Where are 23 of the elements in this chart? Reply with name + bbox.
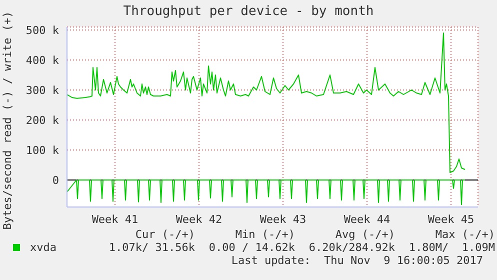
y-tick-label: 400 k (26, 54, 60, 67)
text: Cur (-/+) (134, 228, 195, 241)
text: 6.20k/284.92k (308, 241, 395, 254)
y-tick-label: 100 k (26, 144, 60, 157)
text: 0.00 / 14.62k (208, 241, 295, 254)
text: Max (-/+) (434, 228, 495, 241)
chart-title: Throughput per device - by month (123, 4, 374, 19)
y-axis-title: Bytes/second read (-) / write (+) (0, 10, 14, 230)
y-tick-label: 200 k (26, 114, 60, 127)
x-tick-label: Week 41 (92, 212, 138, 226)
text: Min (-/+) (234, 228, 295, 241)
text: 1.80M/ 1.09M (408, 241, 495, 254)
x-tick-label: Week 45 (428, 212, 474, 226)
text: Last update: Thu Nov 9 16:00:05 2017 (230, 254, 483, 267)
x-tick-label: Week 42 (176, 212, 222, 226)
legend-label: xvda (29, 241, 56, 254)
y-tick-label: 500 k (26, 24, 60, 37)
x-tick-label: Week 43 (260, 212, 306, 226)
text: Avg (-/+) (334, 228, 395, 241)
y-tick-label: 300 k (26, 84, 60, 97)
text: 1.07k/ 31.56k (108, 241, 195, 254)
x-tick-label: Week 44 (344, 212, 391, 226)
y-tick-label: 0 (52, 174, 59, 187)
